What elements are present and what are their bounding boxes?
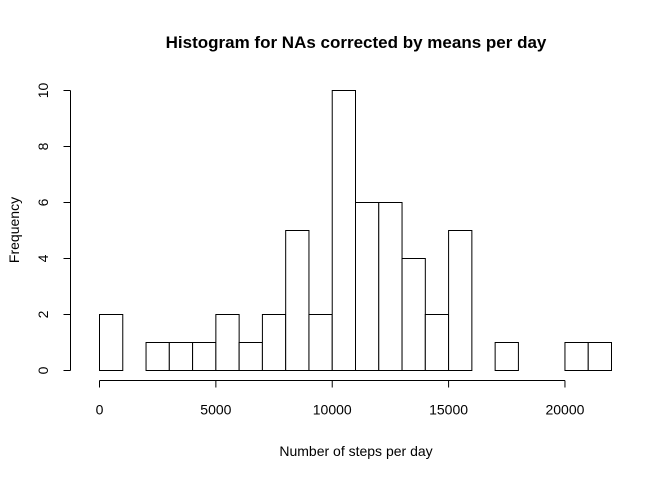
x-tick-label-4: 20000 (545, 402, 584, 418)
histogram-bar-13 (401, 258, 426, 371)
x-tick-label-3: 15000 (429, 402, 468, 418)
y-tick-label-0: 0 (35, 366, 51, 374)
y-tick-label-3: 6 (35, 198, 51, 206)
histogram-bar-17 (494, 342, 519, 371)
histogram-bar-15 (448, 230, 473, 371)
x-tick-label-0: 0 (96, 402, 104, 418)
histogram-bar-4 (192, 342, 217, 371)
y-axis-label: Frequency (6, 197, 22, 263)
chart-title: Histogram for NAs corrected by means per… (166, 33, 547, 52)
histogram-bar-2 (145, 342, 170, 371)
x-tick-label-1: 5000 (200, 402, 231, 418)
histogram-bar-12 (378, 202, 403, 371)
histogram-bar-0 (99, 314, 124, 371)
y-axis: 0 2 4 6 8 10 (35, 83, 71, 374)
y-tick-label-5: 10 (35, 83, 51, 99)
histogram-bar-10 (331, 90, 356, 371)
histogram-bar-14 (424, 314, 450, 371)
y-tick-label-2: 4 (35, 254, 51, 262)
histogram-bar-6 (238, 342, 263, 371)
y-tick-label-1: 2 (35, 310, 51, 318)
y-tick-label-4: 8 (35, 142, 51, 150)
histogram-bar-20 (564, 342, 589, 371)
histogram-bar-11 (355, 202, 380, 371)
x-tick-label-2: 10000 (313, 402, 352, 418)
x-axis: 0 5000 10000 15000 20000 (96, 380, 585, 418)
histogram-bar-9 (308, 314, 333, 371)
histogram-bar-8 (285, 230, 310, 371)
histogram-bar-21 (587, 342, 613, 371)
bars-group (99, 90, 613, 371)
x-axis-label: Number of steps per day (279, 443, 432, 459)
histogram-bar-7 (261, 314, 287, 371)
histogram-bar-5 (215, 314, 240, 371)
histogram-bar-3 (168, 342, 194, 371)
